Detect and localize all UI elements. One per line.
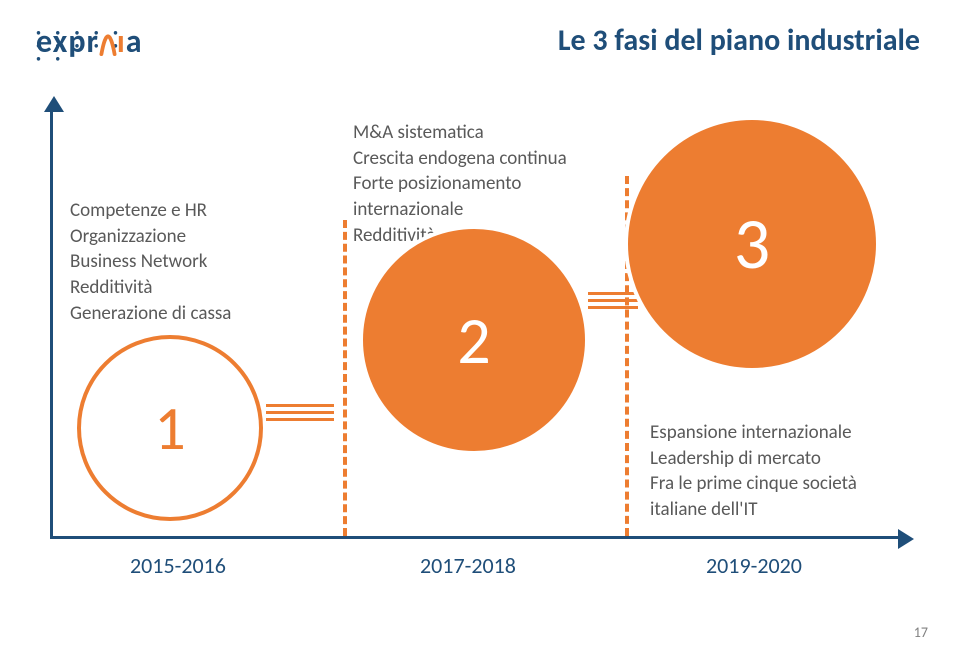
- connector-1: [266, 404, 334, 420]
- phase-separator-1: [343, 220, 347, 536]
- page-number: 17: [914, 624, 928, 641]
- phase3-line: Leadership di mercato: [650, 446, 857, 472]
- phase2-line: Forte posizionamento: [353, 171, 567, 197]
- phase1-line: Business Network: [70, 249, 231, 275]
- x-label: 2019-2020: [706, 552, 802, 579]
- x-label: 2017-2018: [420, 552, 516, 579]
- x-axis: [50, 536, 900, 539]
- phase3-text-block: Espansione internazionale Leadership di …: [650, 420, 857, 523]
- phase1-number: 1: [154, 390, 185, 466]
- x-label: 2015-2016: [130, 552, 226, 579]
- phase3-circle: 3: [624, 116, 880, 372]
- connector-2: [588, 292, 638, 308]
- phase2-circle: 2: [359, 225, 589, 455]
- phase1-line: Competenze e HR: [70, 198, 231, 224]
- brand-logo: • • • • • • • • • • • • exprıa: [36, 22, 143, 61]
- phase3-line: Fra le prime cinque società: [650, 471, 857, 497]
- phase3-number: 3: [734, 200, 771, 288]
- phase2-line: internazionale: [353, 197, 567, 223]
- page-title: Le 3 fasi del piano industriale: [558, 22, 920, 59]
- logo-arc-icon: [99, 24, 117, 56]
- phase1-text-block: Competenze e HR Organizzazione Business …: [70, 198, 231, 326]
- phase2-line: M&A sistematica: [353, 120, 567, 146]
- arrow-up-icon: [44, 96, 64, 112]
- y-axis: [50, 110, 53, 536]
- phase1-line: Organizzazione: [70, 224, 231, 250]
- phase2-number: 2: [457, 300, 490, 381]
- phase1-line: Generazione di cassa: [70, 301, 231, 327]
- phase3-line: italiane dell'IT: [650, 497, 857, 523]
- phase2-line: Crescita endogena continua: [353, 146, 567, 172]
- phase1-line: Redditività: [70, 275, 231, 301]
- logo-dots: • • • • • • • • • • • •: [36, 26, 143, 65]
- arrow-right-icon: [898, 529, 914, 549]
- phase1-circle: 1: [77, 335, 263, 521]
- phase3-line: Espansione internazionale: [650, 420, 857, 446]
